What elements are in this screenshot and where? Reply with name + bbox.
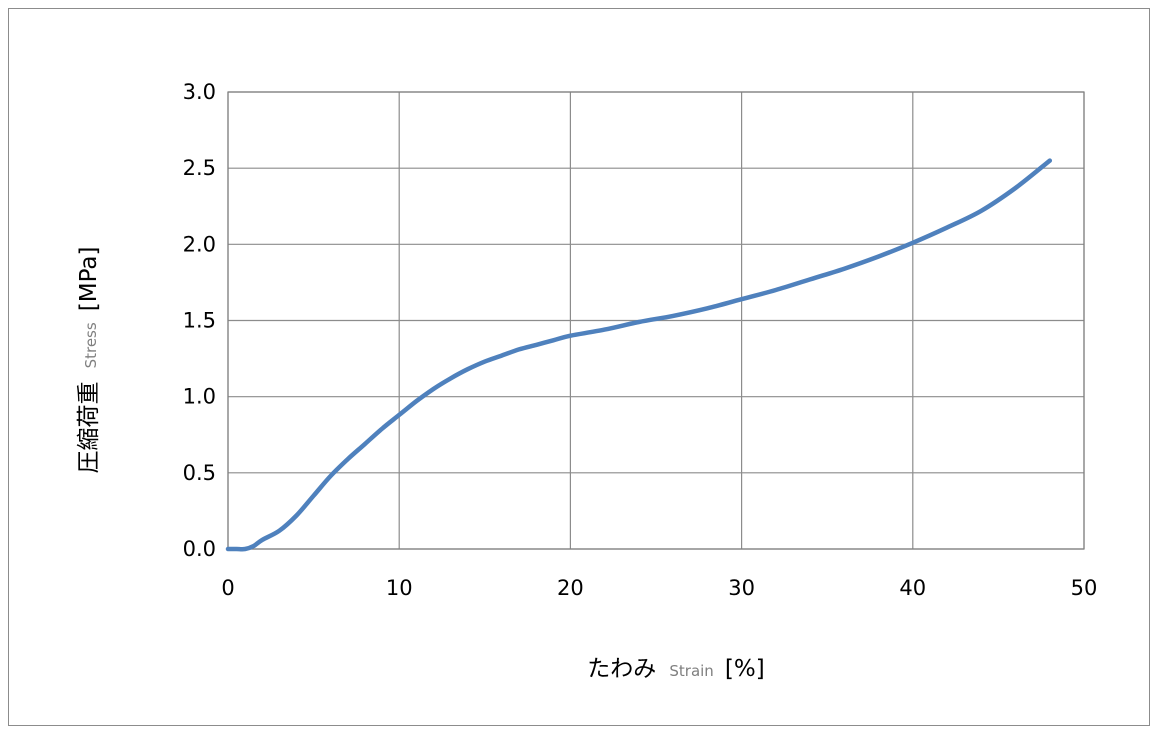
x-tick-label: 10 [386,576,413,600]
x-axis-label-unit: [%] [725,656,765,682]
x-axis-label: たわみ Strain [%] [587,656,764,682]
x-tick-label: 0 [221,576,234,600]
y-axis-label: 圧縮荷重 Stress [MPa] [76,246,102,473]
chart-frame [8,8,1150,726]
y-axis-ticks: 0.0 0.5 1.0 1.5 2.0 2.5 3.0 [183,80,216,561]
x-axis-ticks: 0 10 20 30 40 50 [221,576,1097,600]
y-tick-label: 1.0 [183,385,216,409]
y-axis-label-unit: [MPa] [76,246,102,311]
y-tick-label: 0.0 [183,537,216,561]
x-tick-label: 40 [899,576,926,600]
x-axis-label-main: たわみ [587,656,656,682]
y-tick-label: 2.5 [183,156,216,180]
x-axis-label-sub: Strain [669,662,713,680]
x-tick-label: 50 [1071,576,1098,600]
y-tick-label: 2.0 [183,232,216,256]
y-axis-label-sub: Stress [82,322,100,368]
y-tick-label: 0.5 [183,461,216,485]
x-tick-label: 30 [728,576,755,600]
series-line [225,158,1053,552]
plot-area-border [227,91,1085,550]
y-tick-label: 1.5 [183,309,216,333]
y-tick-label: 3.0 [183,80,216,104]
y-axis-label-main: 圧縮荷重 [76,382,102,474]
x-tick-label: 20 [557,576,584,600]
